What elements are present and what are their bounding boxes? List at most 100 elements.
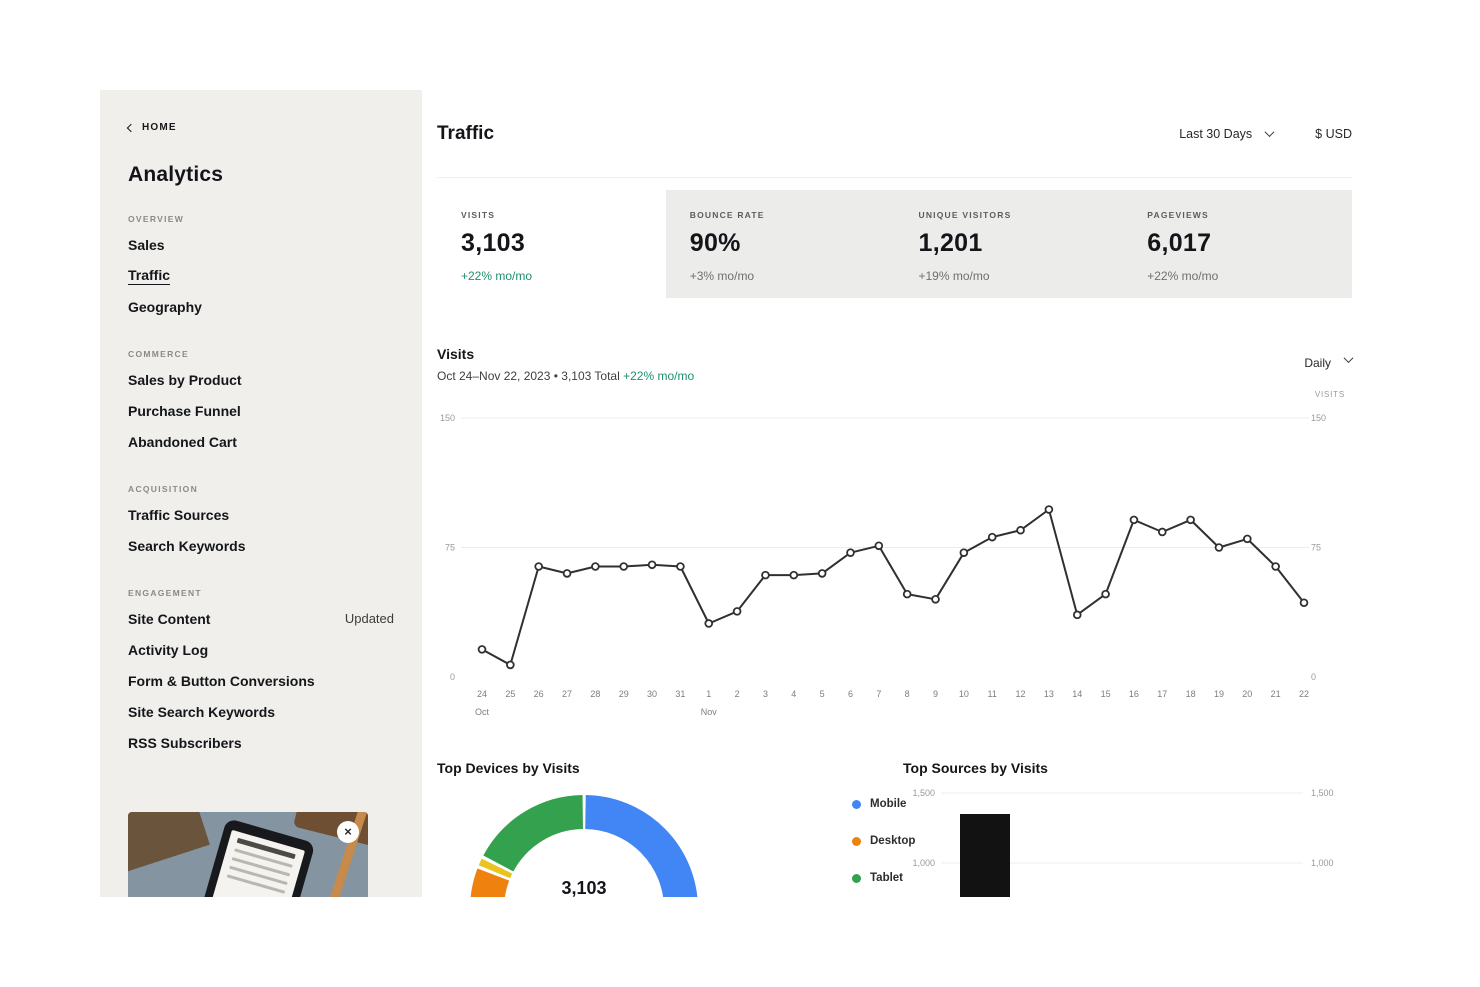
back-home-label: HOME [142, 122, 177, 133]
svg-text:6: 6 [848, 689, 853, 699]
sidebar-item-traffic[interactable]: Traffic [128, 260, 394, 291]
kpi-value: 90% [689, 229, 741, 257]
svg-text:150: 150 [1311, 413, 1326, 423]
back-home-link[interactable]: HOME [126, 122, 394, 133]
date-range-dropdown[interactable]: Last 30 Days [1179, 126, 1275, 141]
nav-item-label: Traffic Sources [128, 506, 230, 523]
wood-box-illustration [128, 812, 210, 876]
nav-item-label: Abandoned Cart [128, 433, 237, 450]
visits-title: Visits [437, 346, 475, 362]
kpi-label: PAGEVIEWS [1147, 210, 1209, 220]
legend-item-tablet[interactable]: Tablet [852, 868, 915, 888]
nav-section-acquisition: ACQUISITION [128, 484, 199, 494]
date-range-label: Last 30 Days [1179, 126, 1253, 141]
source-bar [960, 814, 1010, 897]
svg-text:4: 4 [791, 689, 796, 699]
currency-selector[interactable]: $ USD [1315, 126, 1352, 141]
svg-text:VISITS: VISITS [1315, 390, 1345, 399]
nav-item-label: Sales by Product [128, 371, 242, 388]
legend-item-desktop[interactable]: Desktop [852, 831, 915, 851]
kpi-card-visits[interactable]: VISITS 3,103 +22% mo/mo [437, 190, 666, 298]
nav-item-label: Sales [128, 236, 165, 253]
legend-dot [852, 836, 861, 846]
svg-text:Nov: Nov [701, 707, 718, 717]
kpi-value: 1,201 [918, 229, 983, 257]
svg-text:1,000: 1,000 [1311, 858, 1334, 868]
sidebar-item-abandoned-cart[interactable]: Abandoned Cart [128, 426, 394, 457]
app-window: HOME Analytics OVERVIEW Sales Traffic Geogr… [100, 90, 1365, 897]
sidebar-item-form-button-conversions[interactable]: Form & Button Conversions [128, 665, 394, 696]
svg-text:75: 75 [445, 543, 455, 553]
sidebar-item-traffic-sources[interactable]: Traffic Sources [128, 499, 394, 530]
sidebar-item-geography[interactable]: Geography [128, 291, 394, 322]
donut-center-label: 3,103 [561, 878, 607, 897]
top-devices-title: Top Devices by Visits [437, 760, 580, 776]
svg-text:27: 27 [562, 689, 572, 699]
sidebar-item-purchase-funnel[interactable]: Purchase Funnel [128, 395, 394, 426]
kpi-card-bounce-rate[interactable]: BOUNCE RATE 90% +3% mo/mo [666, 190, 895, 298]
sidebar-item-site-search-keywords[interactable]: Site Search Keywords [128, 696, 394, 727]
svg-text:12: 12 [1016, 689, 1026, 699]
svg-text:150: 150 [440, 413, 455, 423]
svg-text:30: 30 [647, 689, 657, 699]
sidebar-item-activity-log[interactable]: Activity Log [128, 634, 394, 665]
svg-text:28: 28 [590, 689, 600, 699]
nav-item-label: Site Content [128, 610, 211, 627]
main-content: Traffic Last 30 Days $ USD VISITS 3,103 +2… [422, 90, 1365, 897]
svg-text:7: 7 [876, 689, 881, 699]
top-sources-panel: Top Sources by Visits 1,500 1,500 1,000 1,0… [903, 750, 1352, 897]
sidebar-item-search-keywords[interactable]: Search Keywords [128, 530, 394, 561]
svg-text:1: 1 [706, 689, 711, 699]
svg-text:22: 22 [1299, 689, 1309, 699]
granularity-dropdown[interactable]: Daily [1304, 353, 1354, 383]
close-icon[interactable]: × [337, 821, 359, 843]
svg-text:16: 16 [1129, 689, 1139, 699]
svg-text:15: 15 [1101, 689, 1111, 699]
legend-dot [852, 799, 861, 809]
visits-section: Visits Oct 24–Nov 22, 2023 • 3,103 Total… [437, 346, 1354, 730]
sidebar-item-sales-by-product[interactable]: Sales by Product [128, 364, 394, 395]
legend-label: Tablet [870, 872, 904, 884]
kpi-delta: +3% mo/mo [689, 269, 755, 283]
top-devices-panel: Top Devices by Visits 3,103 Mobile Deskto… [437, 750, 915, 897]
kpi-card-unique-visitors[interactable]: UNIQUE VISITORS 1,201 +19% mo/mo [895, 190, 1124, 298]
sidebar-item-rss-subscribers[interactable]: RSS Subscribers [128, 727, 394, 758]
nav-item-label: Purchase Funnel [128, 402, 241, 419]
nav-item-label: Site Search Keywords [128, 703, 276, 720]
nav-section-engagement: ENGAGEMENT [128, 588, 202, 598]
svg-text:11: 11 [988, 689, 997, 699]
sidebar-item-site-content[interactable]: Site Content Updated [128, 603, 394, 634]
svg-text:2: 2 [735, 689, 740, 699]
phone-illustration [188, 818, 316, 897]
svg-text:14: 14 [1072, 689, 1082, 699]
svg-text:1,500: 1,500 [1311, 788, 1334, 798]
granularity-label: Daily [1304, 356, 1331, 370]
svg-text:13: 13 [1044, 689, 1054, 699]
legend-item-mobile[interactable]: Mobile [852, 794, 915, 814]
nav-item-label: Geography [128, 298, 202, 315]
svg-text:19: 19 [1214, 689, 1224, 699]
nav-item-label: Search Keywords [128, 537, 246, 554]
kpi-delta: +22% mo/mo [461, 269, 533, 283]
kpi-label: BOUNCE RATE [689, 210, 765, 220]
kpi-card-pageviews[interactable]: PAGEVIEWS 6,017 +22% mo/mo [1123, 190, 1352, 298]
kpi-value: 3,103 [461, 229, 526, 257]
page-title: Traffic [437, 122, 495, 144]
sidebar-item-sales[interactable]: Sales [128, 229, 394, 260]
main-header: Traffic Last 30 Days $ USD [437, 90, 1352, 178]
visits-period-total: Oct 24–Nov 22, 2023 • 3,103 Total [437, 369, 620, 383]
nav-item-label: Traffic [128, 266, 171, 285]
chevron-down-icon [1264, 127, 1275, 138]
svg-text:0: 0 [1311, 672, 1316, 682]
svg-text:1,500: 1,500 [912, 788, 935, 798]
phone-screen-illustration [198, 829, 306, 897]
legend-label: Mobile [870, 798, 907, 810]
nav-item-label: Form & Button Conversions [128, 672, 315, 689]
svg-text:29: 29 [619, 689, 629, 699]
svg-text:31: 31 [675, 689, 685, 699]
kpi-strip: VISITS 3,103 +22% mo/mo BOUNCE RATE 90% +3% m… [437, 190, 1352, 298]
svg-text:21: 21 [1271, 689, 1281, 699]
sidebar-nav: OVERVIEW Sales Traffic Geography COMMERCE Sal… [128, 214, 394, 758]
top-sources-title: Top Sources by Visits [903, 760, 1048, 776]
